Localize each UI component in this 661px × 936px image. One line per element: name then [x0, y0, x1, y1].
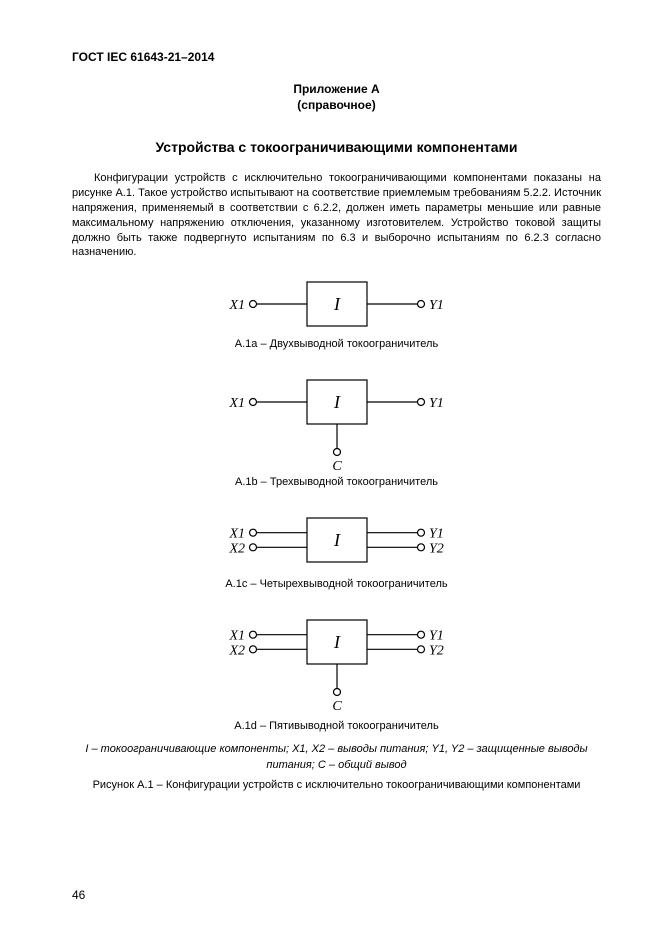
svg-text:Y1: Y1: [429, 298, 444, 313]
svg-text:X2: X2: [228, 542, 245, 557]
caption-a1c: А.1c – Четырехвыводной токоограничитель: [72, 578, 601, 590]
svg-text:Y1: Y1: [429, 629, 444, 644]
svg-text:C: C: [332, 459, 342, 472]
svg-text:X2: X2: [228, 644, 245, 659]
svg-text:X1: X1: [228, 298, 245, 313]
body-paragraph: Конфигурации устройств с исключительно т…: [72, 171, 601, 260]
caption-a1d: А.1d – Пятивыводной токоограничитель: [72, 720, 601, 732]
page-number: 46: [72, 888, 85, 902]
svg-text:X1: X1: [228, 629, 245, 644]
svg-text:Y2: Y2: [429, 542, 444, 557]
svg-text:I: I: [333, 392, 341, 412]
caption-a1a: А.1a – Двухвыводной токоограничитель: [72, 338, 601, 350]
diagram-a1b: I X1 Y1 C: [72, 372, 601, 472]
svg-text:Y2: Y2: [429, 644, 444, 659]
svg-text:Y1: Y1: [429, 527, 444, 542]
appendix-line-2: (справочное): [72, 98, 601, 114]
svg-text:X1: X1: [228, 396, 245, 411]
legend-line-1: I – токоограничивающие компоненты; X1, X…: [85, 743, 587, 755]
appendix-heading: Приложение А (справочное): [72, 82, 601, 113]
figure-legend: I – токоограничивающие компоненты; X1, X…: [72, 742, 601, 773]
caption-a1b: А.1b – Трехвыводной токоограничитель: [72, 476, 601, 488]
section-heading: Устройства с токоограничивающими компоне…: [72, 139, 601, 155]
diagram-a1a: I X1 Y1: [72, 274, 601, 334]
diagram-a1d: I X1 Y1 X2 Y2 C: [72, 612, 601, 716]
legend-line-2: питания; C – общий вывод: [266, 759, 406, 771]
svg-text:I: I: [333, 632, 341, 652]
svg-text:I: I: [333, 294, 341, 314]
svg-text:I: I: [333, 530, 341, 550]
document-id: ГОСТ IEC 61643-21–2014: [72, 50, 601, 64]
page: ГОСТ IEC 61643-21–2014 Приложение А (спр…: [0, 0, 661, 936]
svg-text:Y1: Y1: [429, 396, 444, 411]
figure-caption: Рисунок А.1 – Конфигурации устройств с и…: [72, 779, 601, 791]
appendix-line-1: Приложение А: [72, 82, 601, 98]
diagram-a1c: I X1 Y1 X2 Y2: [72, 510, 601, 574]
svg-text:C: C: [332, 699, 342, 714]
svg-text:X1: X1: [228, 527, 245, 542]
